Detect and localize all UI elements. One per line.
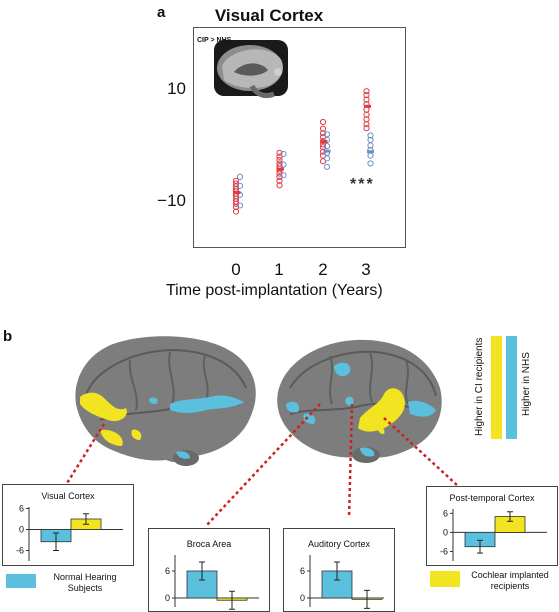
scatter-point (363, 96, 370, 103)
scatter-point (236, 173, 244, 180)
mean-marker (323, 149, 331, 153)
legend-bar-yellow (491, 336, 502, 439)
x-axis-label: Time post-implantation (Years) (166, 282, 383, 299)
mini-tick-label: 0 (300, 593, 305, 603)
scatter-point (276, 149, 283, 156)
scatter-point (323, 142, 331, 150)
left-hemisphere-brain (75, 336, 256, 466)
mini-chart-svg: 60 (300, 555, 384, 609)
scatter-point (319, 134, 327, 141)
mini-tick-label: -6 (440, 546, 448, 556)
scatter-point (276, 182, 283, 189)
mini-tick-label: 0 (443, 527, 448, 537)
scatter-point (276, 177, 283, 184)
scatter-point (363, 121, 370, 128)
mean-marker (277, 167, 284, 171)
x-tick-2: 2 (318, 260, 328, 279)
scatter-point (363, 92, 370, 99)
scatter-point (319, 125, 327, 132)
scatter-point (319, 118, 327, 126)
scatter-point (323, 163, 331, 170)
mini-tick-label: 6 (443, 508, 448, 518)
legend-higher-nhs: Higher in NHS (521, 352, 532, 416)
scatter-points-group (232, 88, 374, 215)
scatter-point (276, 153, 283, 160)
significance-stars: *** (350, 176, 375, 193)
mini-chart-svg: 60 (165, 555, 259, 610)
scatter-point (236, 202, 244, 209)
panel-a-letter: a (157, 4, 166, 21)
scatter-point (363, 125, 370, 132)
scatter-point (232, 200, 240, 207)
mini-chart-title: Visual Cortex (41, 491, 95, 501)
scatter-point (367, 142, 374, 149)
scatter-point (276, 170, 283, 177)
panel-a-title: Visual Cortex (214, 6, 324, 25)
mini-chart-title: Post-temporal Cortex (449, 493, 535, 503)
scatter-point (363, 88, 370, 95)
scatter-point (232, 204, 240, 211)
mini-chart-post-temporal-cortex: Post-temporal Cortex 6 0 -6 (426, 486, 558, 566)
scatter-point (276, 173, 283, 180)
mini-chart-svg: 6 0 -6 (16, 504, 123, 561)
mini-chart-visual-cortex: Visual Cortex 6 0 -6 (2, 484, 134, 566)
y-tick-10: 10 (167, 79, 186, 98)
legend-label-cochlear: Cochlear implanted recipients (471, 570, 549, 591)
legend-higher-ci: Higher in CI recipients (474, 337, 485, 436)
scatter-point (367, 160, 374, 167)
scatter-point (363, 111, 370, 118)
mean-marker (367, 150, 374, 154)
mini-tick-label: 6 (165, 566, 170, 576)
panel-a-plot-area: CIP > NHS (193, 27, 406, 248)
mini-tick-label: 0 (19, 525, 24, 535)
scatter-point (276, 156, 283, 164)
scatter-point (323, 155, 331, 162)
scatter-point (232, 208, 240, 215)
legend-bar-blue (506, 336, 517, 439)
scatter-point (319, 144, 327, 151)
mini-chart-title: Auditory Cortex (307, 539, 371, 549)
x-tick-1: 1 (274, 260, 284, 279)
mean-marker (320, 140, 328, 144)
x-tick-3: 3 (361, 260, 371, 279)
scatter-point (236, 182, 244, 189)
mini-tick-label: 6 (19, 504, 24, 514)
legend-label-normal-hearing: Normal Hearing Subjects (53, 572, 117, 593)
mini-tick-label: 0 (165, 593, 170, 603)
mini-tick-label: 6 (300, 566, 305, 576)
scatter-plot: CIP > NHS (197, 37, 374, 215)
mean-marker (364, 104, 371, 108)
y-tick-neg10: −10 (157, 191, 186, 210)
scatter-point (280, 172, 287, 179)
right-hemisphere-brain (277, 339, 442, 463)
scatter-point (319, 130, 327, 137)
mean-marker (233, 191, 241, 195)
mini-chart-title: Broca Area (186, 539, 232, 549)
mini-chart-svg: 6 0 -6 (440, 508, 547, 561)
panel-b-letter: b (3, 328, 13, 345)
inset-label: CIP > NHS (197, 37, 232, 44)
scatter-point (280, 161, 287, 168)
legend-swatch-cochlear (430, 571, 460, 587)
mini-tick-label: -6 (16, 546, 24, 556)
scatter-point (319, 158, 327, 165)
scatter-point (367, 132, 374, 139)
connector-lines (62, 403, 459, 527)
scatter-point (280, 150, 287, 158)
brain-inset (214, 40, 288, 99)
x-tick-0: 0 (231, 260, 241, 279)
legend-swatch-normal-hearing (6, 574, 36, 588)
scatter-means-group (233, 104, 374, 195)
